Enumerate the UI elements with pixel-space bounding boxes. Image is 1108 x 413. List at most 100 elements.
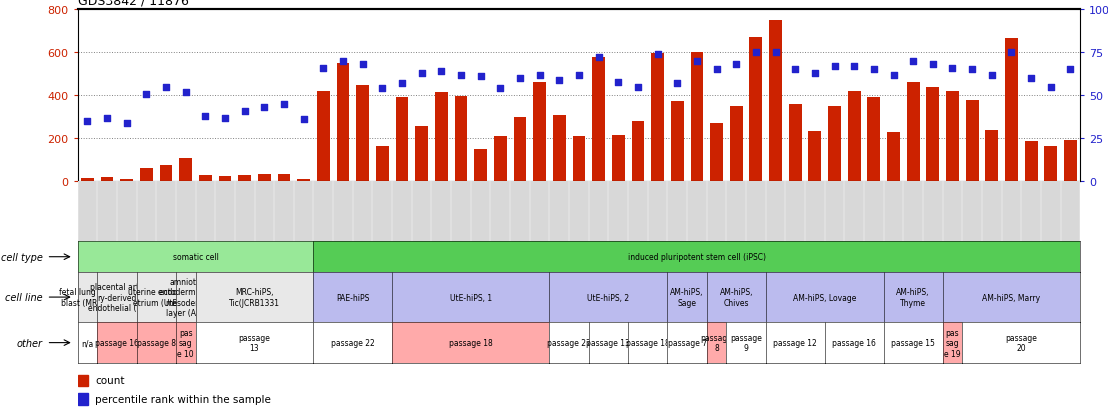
Point — [236, 108, 254, 115]
Bar — [454, 97, 468, 182]
Point — [79, 119, 96, 125]
Text: induced pluripotent stem cell (iPSC): induced pluripotent stem cell (iPSC) — [628, 253, 766, 261]
Text: passage 12: passage 12 — [773, 338, 817, 347]
Bar — [573, 137, 585, 182]
Point — [315, 65, 332, 72]
Text: passage 18: passage 18 — [626, 338, 669, 347]
Point — [256, 105, 274, 112]
Point — [865, 67, 883, 74]
Point — [845, 64, 863, 70]
Text: passage
13: passage 13 — [238, 333, 270, 352]
Bar — [1064, 141, 1077, 182]
Point — [432, 69, 450, 75]
Bar — [592, 57, 605, 182]
Text: AM-hiPS, Marry: AM-hiPS, Marry — [983, 293, 1040, 302]
Point — [589, 55, 607, 62]
Point — [275, 101, 293, 108]
Bar — [199, 175, 212, 182]
Text: AM-hiPS, Lovage: AM-hiPS, Lovage — [793, 293, 856, 302]
Point — [571, 72, 588, 79]
Point — [413, 71, 431, 77]
Bar — [1025, 142, 1037, 182]
Bar — [553, 115, 566, 182]
Point — [1042, 84, 1059, 91]
Bar — [160, 166, 173, 182]
Point — [708, 67, 726, 74]
Text: passage 16: passage 16 — [95, 338, 138, 347]
Bar — [494, 137, 506, 182]
Point — [747, 50, 765, 57]
Point — [216, 115, 234, 121]
Bar — [179, 158, 192, 182]
Bar — [612, 135, 625, 182]
Text: AM-hiPS,
Thyme: AM-hiPS, Thyme — [896, 288, 930, 307]
Point — [648, 52, 666, 58]
Bar — [396, 98, 409, 182]
Bar — [730, 107, 742, 182]
Text: passage 13: passage 13 — [586, 338, 630, 347]
Bar — [78, 393, 89, 405]
Bar — [238, 176, 252, 182]
Point — [688, 59, 706, 65]
Text: cell type: cell type — [1, 252, 42, 262]
Bar — [1005, 39, 1018, 182]
Bar — [78, 375, 89, 386]
Point — [1061, 67, 1079, 74]
Bar — [710, 124, 722, 182]
Bar — [121, 180, 133, 182]
Point — [531, 72, 548, 79]
Bar — [632, 122, 645, 182]
Text: UtE-hiPS, 2: UtE-hiPS, 2 — [587, 293, 629, 302]
Bar — [926, 88, 940, 182]
Text: passage 22: passage 22 — [331, 338, 375, 347]
Point — [137, 91, 155, 97]
Point — [373, 86, 391, 93]
Bar — [513, 117, 526, 182]
Point — [353, 62, 371, 69]
Text: passage 15: passage 15 — [891, 338, 935, 347]
Bar — [749, 38, 762, 182]
Bar — [337, 64, 349, 182]
Point — [117, 120, 135, 127]
Point — [806, 71, 823, 77]
Text: cell line: cell line — [6, 292, 42, 302]
Point — [177, 89, 195, 96]
Text: pas
sag
e 10: pas sag e 10 — [177, 328, 194, 358]
Text: AM-hiPS,
Chives: AM-hiPS, Chives — [719, 288, 753, 307]
Bar — [966, 100, 978, 182]
Point — [295, 117, 312, 123]
Bar — [218, 176, 232, 182]
Bar — [652, 54, 664, 182]
Bar — [435, 93, 448, 182]
Text: passage 27: passage 27 — [547, 338, 591, 347]
Text: passage 16: passage 16 — [832, 338, 876, 347]
Point — [196, 113, 214, 120]
Bar — [985, 131, 998, 182]
Bar — [416, 127, 428, 182]
Point — [825, 64, 843, 70]
Bar — [789, 104, 801, 182]
Text: placental arte
ry-derived
endothelial (PA: placental arte ry-derived endothelial (P… — [88, 282, 146, 312]
Point — [944, 65, 962, 72]
Point — [904, 59, 922, 65]
Text: AM-hiPS,
Sage: AM-hiPS, Sage — [670, 288, 704, 307]
Point — [99, 115, 116, 121]
Text: amniotic
ectoderm and
mesoderm
layer (AM): amniotic ectoderm and mesoderm layer (AM… — [160, 277, 213, 318]
Text: fetal lung fibro
blast (MRC-5): fetal lung fibro blast (MRC-5) — [59, 288, 115, 307]
Bar — [533, 83, 546, 182]
Bar — [357, 85, 369, 182]
Text: other: other — [17, 338, 42, 348]
Point — [1003, 50, 1020, 57]
Text: PAE-hiPS: PAE-hiPS — [336, 293, 369, 302]
Point — [963, 67, 981, 74]
Point — [609, 79, 627, 85]
Point — [492, 86, 510, 93]
Text: passage
20: passage 20 — [1005, 333, 1037, 352]
Point — [727, 62, 745, 69]
Bar — [828, 107, 841, 182]
Point — [157, 84, 175, 91]
Point — [393, 81, 411, 87]
Text: n/a: n/a — [81, 338, 93, 347]
Bar — [474, 150, 488, 182]
Bar — [809, 131, 821, 182]
